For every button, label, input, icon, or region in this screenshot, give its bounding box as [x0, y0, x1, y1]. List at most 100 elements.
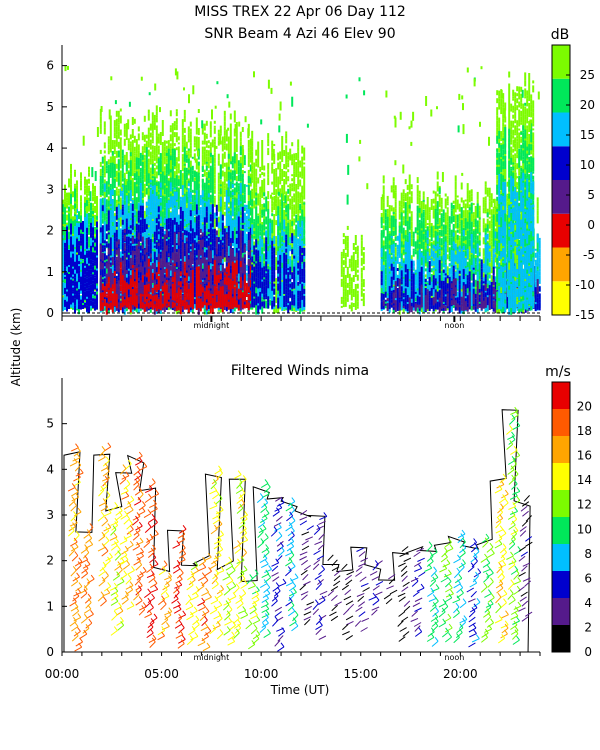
- snr-cell: [145, 201, 148, 206]
- snr-cell: [94, 196, 96, 204]
- snr-cell: [159, 189, 162, 196]
- snr-cell: [213, 203, 216, 207]
- snr-cell: [187, 132, 190, 139]
- snr-cell: [195, 117, 198, 123]
- snr-cell: [68, 274, 70, 281]
- snr-cell: [169, 182, 172, 190]
- snr-cell: [113, 185, 116, 188]
- snr-cell: [111, 266, 114, 271]
- snr-cell: [101, 197, 104, 204]
- snr-cell: [135, 153, 138, 160]
- snr-cell: [74, 277, 76, 282]
- snr-cell: [86, 288, 88, 291]
- snr-cell: [159, 182, 162, 188]
- snr-cell: [76, 261, 78, 265]
- snr-cell: [125, 206, 128, 210]
- snr-cell: [137, 170, 140, 177]
- snr-cell: [74, 241, 76, 247]
- snr-cell: [82, 305, 84, 309]
- snr-cell: [66, 255, 68, 261]
- snr-cell: [233, 211, 236, 214]
- snr-cell: [185, 167, 188, 173]
- snr-cell: [88, 203, 90, 212]
- snr-cell: [82, 271, 84, 279]
- snr-cell: [117, 232, 120, 238]
- snr-cell: [195, 165, 198, 170]
- snr-cell: [211, 191, 214, 200]
- snr-cell: [70, 178, 72, 185]
- snr-cell: [127, 164, 130, 169]
- snr-cell: [157, 181, 160, 190]
- snr-cell: [115, 224, 118, 233]
- snr-cell: [161, 203, 164, 210]
- snr-cell: [243, 200, 246, 204]
- snr-cell: [221, 200, 224, 203]
- snr-cell: [74, 193, 76, 202]
- snr-cell: [76, 214, 78, 221]
- snr-cell: [84, 302, 86, 308]
- snr-cell: [94, 254, 96, 262]
- snr-cell: [125, 129, 128, 134]
- snr-cell: [88, 298, 90, 307]
- snr-cell: [109, 167, 112, 170]
- snr-cell: [113, 120, 116, 127]
- snr-cell: [195, 130, 198, 133]
- main-title: MISS TREX 22 Apr 06 Day 112: [194, 4, 406, 20]
- snr-cell: [151, 154, 154, 159]
- snr-cell: [111, 199, 114, 207]
- snr-cell: [213, 141, 216, 145]
- snr-cell: [111, 219, 114, 222]
- snr-cell: [125, 209, 128, 214]
- snr-cell: [247, 152, 250, 160]
- snr-cell: [113, 172, 116, 177]
- snr-cell: [80, 263, 82, 270]
- snr-cell: [155, 111, 158, 116]
- snr-cell: [119, 170, 122, 173]
- snr-cell: [103, 121, 106, 128]
- snr-cell: [96, 283, 98, 286]
- snr-cell: [90, 264, 92, 270]
- snr-cell: [221, 161, 224, 169]
- snr-cell: [155, 144, 158, 147]
- snr-cell: [105, 189, 108, 198]
- snr-cell: [127, 138, 130, 144]
- snr-cell: [131, 148, 134, 153]
- snr-cell: [129, 270, 132, 273]
- snr-cell: [177, 142, 180, 145]
- snr-cell: [149, 225, 152, 234]
- snr-cell: [175, 111, 178, 117]
- snr-cell: [147, 173, 150, 181]
- snr-cell: [74, 298, 76, 306]
- snr-cell: [94, 261, 96, 270]
- snr-cell: [72, 268, 74, 275]
- snr-cell: [163, 196, 166, 200]
- snr-cell: [99, 198, 102, 206]
- snr-cell: [157, 190, 160, 198]
- snr-cell: [147, 113, 150, 121]
- snr-cell: [171, 165, 174, 172]
- snr-cell: [72, 306, 74, 309]
- snr-cell: [221, 147, 224, 152]
- snr-cell: [223, 190, 226, 195]
- snr-cell: [233, 178, 236, 181]
- snr-cell: [62, 303, 64, 312]
- snr-cell: [183, 134, 186, 143]
- snr-cell: [62, 290, 64, 293]
- snr-cell: [211, 154, 214, 161]
- snr-cell: [137, 175, 140, 178]
- snr-cell: [169, 143, 172, 147]
- snr-cell: [70, 294, 72, 298]
- snr-cell: [175, 209, 178, 215]
- snr-cell: [207, 180, 210, 184]
- snr-cell: [141, 176, 144, 180]
- snr-cell: [133, 146, 136, 152]
- snr-cell: [137, 133, 140, 141]
- snr-cell: [84, 212, 86, 220]
- snr-cell: [84, 178, 86, 186]
- snr-cell: [181, 191, 184, 196]
- snr-cell: [243, 171, 246, 174]
- snr-cell: [135, 182, 138, 188]
- snr-cell: [105, 216, 108, 220]
- snr-cell: [66, 301, 68, 304]
- snr-cell: [96, 229, 98, 234]
